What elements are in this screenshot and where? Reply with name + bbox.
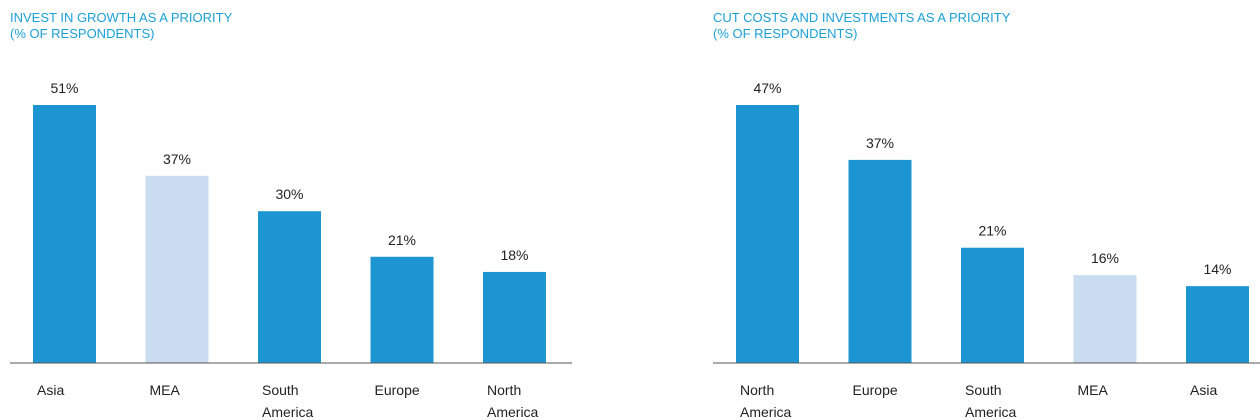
tick-label-0-2: South America (262, 382, 314, 420)
tick-label-0-1: MEA (150, 382, 181, 398)
tick-label-0-0: Asia (37, 382, 64, 398)
chart-left-subtitle: (% OF RESPONDENTS) (10, 26, 155, 41)
tick-label-1-4: Asia (1190, 382, 1217, 398)
bar-0-0 (33, 105, 96, 363)
data-label-0-0: 51% (50, 80, 78, 96)
chart-right-subtitle: (% OF RESPONDENTS) (713, 26, 858, 41)
bar-1-0 (736, 105, 799, 363)
bar-0-1 (145, 175, 209, 363)
bar-1-4 (1186, 286, 1249, 363)
tick-label-1-0: North America (740, 382, 792, 420)
tick-label-1-2: South America (965, 382, 1017, 420)
tick-label-1-3: MEA (1078, 382, 1109, 398)
data-label-1-2: 21% (978, 223, 1006, 239)
bar-1-2 (961, 247, 1024, 363)
chart-left-title-text: INVEST IN GROWTH AS A PRIORITY (10, 10, 233, 25)
chart-right-plot: 47% North America 37% Europe 21% South America 1… (713, 80, 1260, 420)
data-label-0-2: 30% (275, 186, 303, 202)
chart-right: CUT COSTS AND INVESTMENTS AS A PRIORITY … (713, 0, 1260, 420)
data-label-0-1: 37% (163, 151, 191, 167)
bar-0-3 (370, 256, 434, 363)
bar-0-2 (258, 211, 321, 363)
bar-1-1 (848, 159, 912, 363)
data-label-1-4: 14% (1203, 261, 1231, 277)
bar-1-3 (1073, 275, 1137, 363)
tick-label-0-3: Europe (375, 382, 420, 398)
data-label-0-4: 18% (500, 247, 528, 263)
chart-left: INVEST IN GROWTH AS A PRIORITY (% OF RES… (10, 0, 572, 420)
chart-right-title: CUT COSTS AND INVESTMENTS AS A PRIORITY … (713, 10, 1010, 42)
data-label-1-1: 37% (866, 135, 894, 151)
data-label-0-3: 21% (388, 232, 416, 248)
tick-label-0-4: North America (487, 382, 539, 420)
tick-label-1-1: Europe (853, 382, 898, 398)
chart-left-title: INVEST IN GROWTH AS A PRIORITY (% OF RES… (10, 10, 232, 42)
chart-right-title-text: CUT COSTS AND INVESTMENTS AS A PRIORITY (713, 10, 1011, 25)
data-label-1-3: 16% (1091, 250, 1119, 266)
chart-left-plot: 51% Asia 37% MEA 30% South America 21% Europe 18%… (10, 80, 572, 420)
bar-0-4 (483, 271, 546, 363)
data-label-1-0: 47% (753, 80, 781, 96)
